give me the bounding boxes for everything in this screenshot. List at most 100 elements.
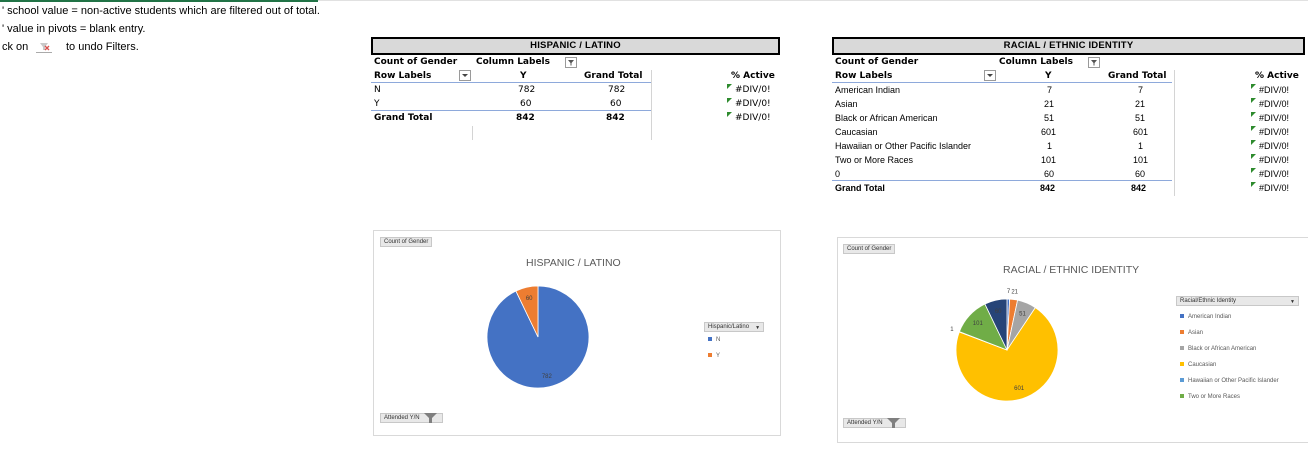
row-y: 101	[1041, 155, 1057, 165]
data-label: 782	[542, 374, 553, 380]
chevron-down-icon: ▼	[755, 325, 761, 331]
grand-total-total: 842	[606, 113, 625, 123]
pie-chart-racial[interactable]: 7 21 51 601 1 101 60	[838, 238, 1308, 442]
row-label: Y	[374, 99, 380, 109]
clear-filter-icon[interactable]	[36, 40, 52, 53]
legend-label: Asian	[1188, 330, 1204, 336]
pivot-racial-title: RACIAL / ETHNIC IDENTITY	[832, 37, 1305, 55]
row-active: #DIV/0!	[735, 85, 771, 95]
note-line-3-prefix: ck on	[2, 41, 29, 53]
legend-item: Hawaiian or Other Pacific Islander	[1180, 378, 1279, 384]
chart-racial[interactable]: Count of Gender RACIAL / ETHNIC IDENTITY…	[837, 237, 1308, 443]
grand-total-y: 842	[516, 113, 535, 123]
legend-label: N	[716, 337, 721, 343]
pie-slice[interactable]	[955, 307, 1059, 402]
legend-field-button[interactable]: Racial/Ethnic Identity ▼	[1176, 296, 1299, 306]
legend-label: Caucasian	[1188, 362, 1217, 368]
data-label: 1	[950, 327, 954, 333]
row-label: Asian	[835, 99, 858, 109]
error-flag-icon	[727, 84, 732, 89]
data-label: 60	[995, 309, 1002, 315]
active-header: % Active	[731, 71, 775, 81]
legend-title: Racial/Ethnic Identity	[1180, 298, 1237, 304]
row-y: 601	[1041, 127, 1057, 137]
row-label: Caucasian	[835, 127, 878, 137]
column-filter-icon[interactable]	[1088, 57, 1100, 68]
selected-column-indicator	[0, 0, 318, 2]
cell-border	[1174, 70, 1175, 196]
pie-slice[interactable]	[984, 298, 1008, 351]
row-total: 782	[608, 85, 626, 95]
legend-item: American Indian	[1180, 314, 1231, 320]
error-flag-icon	[727, 112, 732, 117]
filter-funnel-icon	[423, 413, 437, 423]
row-labels-dropdown-icon[interactable]	[459, 70, 471, 81]
row-active: #DIV/0!	[1259, 127, 1290, 137]
row-y: 782	[518, 85, 536, 95]
row-y: 60	[1044, 169, 1055, 179]
row-total: 60	[610, 99, 622, 109]
field-button-count[interactable]: Count of Gender	[843, 244, 896, 254]
pivot-row-labels: Row Labels	[835, 71, 893, 81]
column-filter-icon[interactable]	[565, 57, 577, 68]
pivot-col-y: Y	[520, 71, 527, 81]
filter-funnel-icon	[886, 418, 900, 428]
row-total: 1	[1138, 141, 1144, 151]
field-button-count[interactable]: Count of Gender	[380, 237, 433, 247]
chart-hispanic[interactable]: Count of Gender HISPANIC / LATINO 782 60 …	[373, 230, 781, 436]
legend-swatch	[1180, 314, 1184, 319]
legend-swatch	[1180, 378, 1184, 383]
row-active: #DIV/0!	[1259, 99, 1290, 109]
row-labels-dropdown-icon[interactable]	[984, 70, 996, 81]
pie-slice[interactable]	[486, 285, 590, 389]
row-active: #DIV/0!	[1259, 155, 1290, 165]
legend-swatch	[1180, 362, 1184, 367]
filter-button-label: Attended Y/N	[847, 420, 883, 426]
row-total: 601	[1133, 127, 1149, 137]
grand-total-total: 842	[1131, 183, 1147, 193]
row-y: 1	[1047, 141, 1053, 151]
legend-label: Two or More Races	[1188, 394, 1241, 400]
error-flag-icon	[1251, 168, 1256, 173]
row-label: 0	[835, 169, 841, 179]
pivot-count-label: Count of Gender	[374, 57, 458, 67]
data-label: 60	[526, 296, 533, 302]
legend-swatch	[708, 337, 712, 342]
filter-button-label: Attended Y/N	[384, 415, 420, 421]
row-label: Black or African American	[835, 113, 938, 123]
legend-swatch	[1180, 330, 1184, 335]
error-flag-icon	[1251, 98, 1256, 103]
error-flag-icon	[1251, 154, 1256, 159]
pie-slice[interactable]	[515, 285, 539, 338]
header-divider	[832, 82, 1172, 83]
pivot-count-label: Count of Gender	[835, 57, 919, 67]
filter-button-attended[interactable]: Attended Y/N	[843, 418, 906, 428]
pivot-col-total: Grand Total	[1108, 71, 1167, 81]
legend-item: Asian	[1180, 330, 1203, 336]
legend-field-button[interactable]: Hispanic/Latino ▼	[704, 322, 765, 332]
error-flag-icon	[727, 98, 732, 103]
pie-chart-hispanic[interactable]: 782 60	[374, 231, 780, 435]
row-label: American Indian	[835, 85, 901, 95]
row-total: 60	[1135, 169, 1146, 179]
error-flag-icon	[1251, 126, 1256, 131]
row-label: Two or More Races	[835, 155, 914, 165]
grand-total-label: Grand Total	[835, 183, 885, 193]
row-y: 60	[520, 99, 532, 109]
legend-item: Black or African American	[1180, 346, 1256, 352]
note-line-1: ' school value = non-active students whi…	[2, 5, 320, 17]
row-total: 51	[1135, 113, 1146, 123]
note-line-3-suffix: to undo Filters.	[66, 41, 139, 53]
legend-label: Hawaiian or Other Pacific Islander	[1188, 378, 1279, 384]
error-flag-icon	[1251, 112, 1256, 117]
chart-title: HISPANIC / LATINO	[526, 257, 621, 269]
grand-total-y: 842	[1040, 183, 1056, 193]
row-total: 21	[1135, 99, 1146, 109]
row-active: #DIV/0!	[1259, 85, 1290, 95]
row-label: Hawaiian or Other Pacific Islander	[835, 141, 972, 151]
data-label: 101	[973, 321, 984, 327]
pivot-hispanic-title: HISPANIC / LATINO	[371, 37, 780, 55]
legend-item: Two or More Races	[1180, 394, 1240, 400]
filter-button-attended[interactable]: Attended Y/N	[380, 413, 443, 423]
sheet-gridline	[0, 0, 1308, 1]
